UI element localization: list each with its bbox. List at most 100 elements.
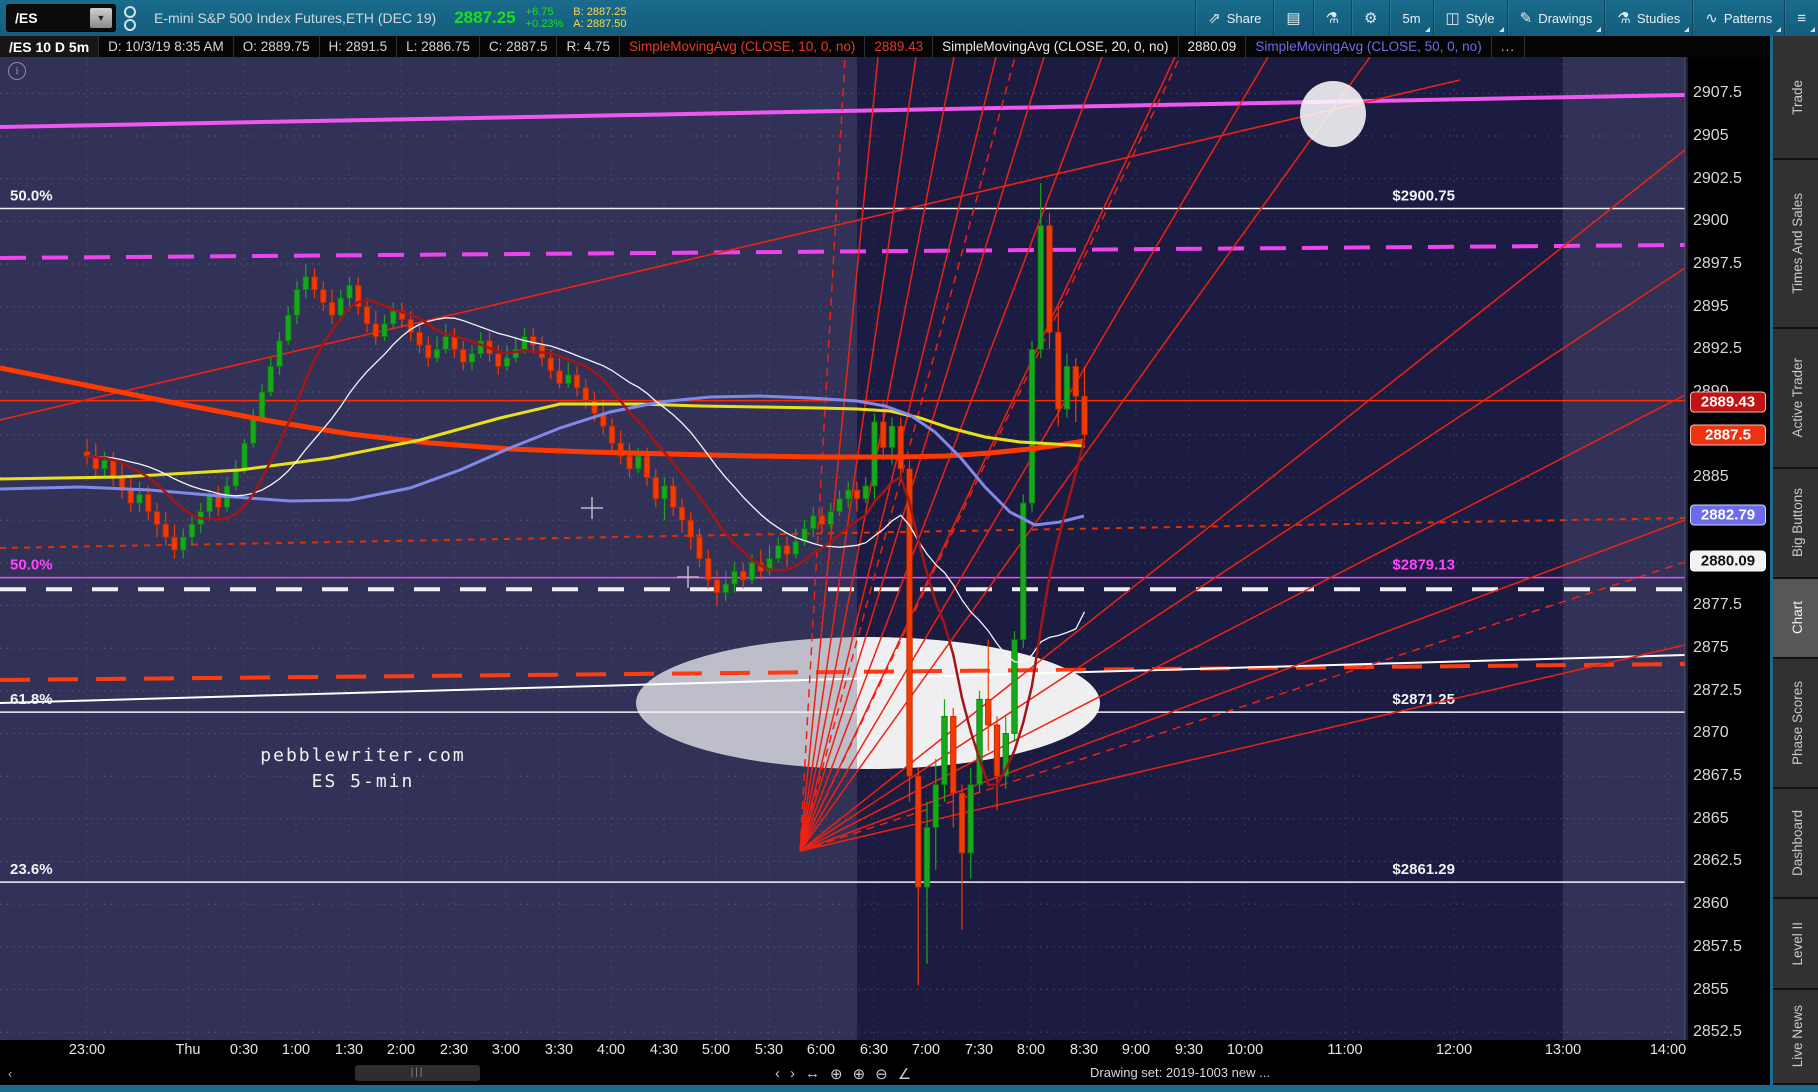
sma50-label[interactable]: SimpleMovingAvg (CLOSE, 50, 0, no) — [1246, 36, 1492, 57]
fib-label-right: $2900.75 — [1392, 188, 1455, 205]
sidebar-tab-times-and-sales[interactable]: Times And Sales — [1773, 159, 1818, 329]
watermark-line1: pebblewriter.com — [260, 745, 465, 766]
menu-icon: ≡ — [1797, 9, 1806, 27]
toolbar-button-label: Drawings — [1538, 10, 1593, 26]
price-bubble: 2882.79 — [1690, 504, 1766, 526]
time-tick-label: 4:00 — [596, 1042, 626, 1058]
fib-label-left: 23.6% — [10, 861, 53, 878]
drawing-set-label[interactable]: Drawing set: 2019-1003 new ... — [1090, 1065, 1270, 1080]
share-button[interactable]: ⇗ Share — [1195, 0, 1273, 36]
fib-label-left: 61.8% — [10, 691, 53, 708]
watermark-line2: ES 5-min — [312, 771, 415, 792]
settings-gear-button[interactable]: ⚙ — [1351, 0, 1389, 36]
fib-label-right: $2861.29 — [1392, 861, 1455, 878]
sidebar-tab-big-buttons[interactable]: Big Buttons — [1773, 468, 1818, 579]
zoom-out-icon[interactable]: ⊖ — [875, 1065, 888, 1083]
style-dropdown[interactable]: ◫ Style — [1432, 0, 1507, 36]
time-tick-label: 10:00 — [1226, 1042, 1264, 1058]
time-tick-label: 23:00 — [68, 1042, 106, 1058]
chart-nav-icons: ‹ › ↔ ⊕ ⊕ ⊖ ∠ — [775, 1062, 911, 1085]
price-tick-label: 2867.5 — [1693, 767, 1742, 785]
price-tick-label: 2900 — [1693, 212, 1729, 230]
price-bubble: 2887.5 — [1690, 424, 1766, 446]
price-tick-label: 2862.5 — [1693, 852, 1742, 870]
drawings-dropdown[interactable]: ✎ Drawings — [1506, 0, 1605, 36]
bottom-accent-strip — [0, 1085, 1818, 1092]
sidebar-tab-active-trader[interactable]: Active Trader — [1773, 328, 1818, 469]
price-bubble: 2880.09 — [1690, 550, 1766, 572]
sma20-label[interactable]: SimpleMovingAvg (CLOSE, 20, 0, no) — [933, 36, 1179, 57]
time-tick-label: Thu — [175, 1042, 201, 1058]
instrument-title: E-mini S&P 500 Index Futures,ETH (DEC 19… — [154, 10, 437, 26]
menu-button[interactable]: ≡ — [1784, 0, 1818, 36]
header-ellipsis[interactable]: ... — [1492, 36, 1525, 57]
bar-close: C: 2887.5 — [480, 36, 558, 57]
bar-high: H: 2891.5 — [320, 36, 398, 57]
time-tick-label: 8:00 — [1016, 1042, 1046, 1058]
chart-symbol-timeframe[interactable]: /ES 10 D 5m — [0, 36, 100, 57]
studies-icon: ⚗ — [1617, 10, 1631, 27]
sidebar-tab-label: Times And Sales — [1789, 193, 1805, 294]
highlight-ellipse-high — [1300, 81, 1366, 147]
symbol-dropdown-button[interactable]: ▼ — [90, 8, 112, 28]
sidebar-tab-trade[interactable]: Trade — [1773, 36, 1818, 160]
time-tick-label: 13:00 — [1544, 1042, 1582, 1058]
crosshair-icon[interactable]: ⊕ — [830, 1065, 843, 1083]
toolbar-button-label: Patterns — [1723, 10, 1773, 26]
analyze-flask-button[interactable]: ⚗ — [1312, 0, 1351, 36]
chart-plot-area[interactable]: 50.0% $2900.75 50.0% $2879.13 61.8% $2871.25 2… — [0, 56, 1688, 1040]
sma10-label[interactable]: SimpleMovingAvg (CLOSE, 10, 0, no) — [620, 36, 866, 57]
sidebar-tab-chart[interactable]: Chart — [1773, 578, 1818, 660]
timeframe-dropdown[interactable]: 5m — [1389, 0, 1432, 36]
chart-status-bar: ‹ ||| ‹ › ↔ ⊕ ⊕ ⊖ ∠ Drawing set: 2019-1003 new… — [0, 1062, 1770, 1085]
red-trendline — [0, 79, 1461, 421]
sidebar-tab-label: Phase Scores — [1789, 681, 1805, 766]
price-tick-label: 2877.5 — [1693, 596, 1742, 614]
patterns-dropdown[interactable]: ∿ Patterns — [1692, 0, 1784, 36]
time-axis[interactable]: 23:00 Thu 0:30 1:00 1:30 2:00 2:30 3:00 3:30 4:00… — [0, 1040, 1688, 1062]
time-tick-label: 11:00 — [1327, 1042, 1363, 1058]
price-tick-label: 2870 — [1693, 724, 1729, 742]
zoom-in-icon[interactable]: ⊕ — [852, 1065, 866, 1083]
price-chart[interactable]: 50.0% $2900.75 50.0% $2879.13 61.8% $2871.25 2… — [0, 56, 1688, 1040]
sidebar-tab-live-news[interactable]: Live News — [1773, 989, 1818, 1085]
step-left-icon[interactable]: ‹ — [775, 1065, 780, 1082]
scroll-left-arrow-icon[interactable]: ‹ — [8, 1066, 13, 1081]
time-tick-label: 3:30 — [544, 1042, 574, 1058]
draw-tool-icon[interactable]: ∠ — [897, 1065, 912, 1083]
chart-header: /ES 10 D 5m D: 10/3/19 8:35 AM O: 2889.7… — [0, 36, 1770, 57]
info-icon[interactable]: i — [8, 62, 26, 80]
time-tick-label: 5:00 — [701, 1042, 731, 1058]
toolbar-button-label: Style — [1465, 10, 1495, 26]
time-tick-label: 2:30 — [439, 1042, 469, 1058]
sidebar-tab-label: Live News — [1789, 1005, 1805, 1068]
chart-scrollbar-handle[interactable]: ||| — [355, 1065, 480, 1081]
time-tick-label: 1:00 — [281, 1042, 311, 1058]
price-axis[interactable]: 2907.529052902.529002897.528952892.52890… — [1688, 57, 1770, 1040]
step-right-icon[interactable]: › — [790, 1065, 795, 1082]
trend-magenta-thick — [0, 93, 1686, 129]
time-tick-label: 6:30 — [859, 1042, 889, 1058]
time-tick-label: 7:30 — [964, 1042, 994, 1058]
price-tick-label: 2875 — [1693, 639, 1729, 657]
time-tick-label: 8:30 — [1069, 1042, 1099, 1058]
notes-button[interactable]: ▤ — [1273, 0, 1312, 36]
link-chain-icon[interactable] — [124, 5, 136, 32]
sidebar-tab-level-ii[interactable]: Level II — [1773, 899, 1818, 990]
price-tick-label: 2872.5 — [1693, 681, 1742, 699]
sidebar-tab-label: Big Buttons — [1789, 488, 1805, 558]
fib-label-right: $2879.13 — [1392, 557, 1455, 574]
price-tick-label: 2892.5 — [1693, 340, 1742, 358]
studies-dropdown[interactable]: ⚗ Studies — [1604, 0, 1692, 36]
toolbar-buttons: ⇗ Share ▤ ⚗ ⚙ 5m ◫ Style ✎ Drawings ⚗ Studies ∿ Patte… — [1195, 0, 1818, 36]
symbol-input[interactable]: /ES ▼ — [6, 4, 116, 32]
fib-label-left: 50.0% — [10, 188, 53, 205]
toolbar-button-label: Share — [1226, 10, 1262, 26]
price-tick-label: 2897.5 — [1693, 255, 1742, 273]
sidebar-tab-dashboard[interactable]: Dashboard — [1773, 789, 1818, 900]
pan-icon[interactable]: ↔ — [805, 1065, 820, 1082]
sidebar-tab-phase-scores[interactable]: Phase Scores — [1773, 659, 1818, 790]
price-bubble: 2889.43 — [1690, 391, 1766, 413]
price-change: +6.75 +0.23% — [525, 6, 564, 30]
